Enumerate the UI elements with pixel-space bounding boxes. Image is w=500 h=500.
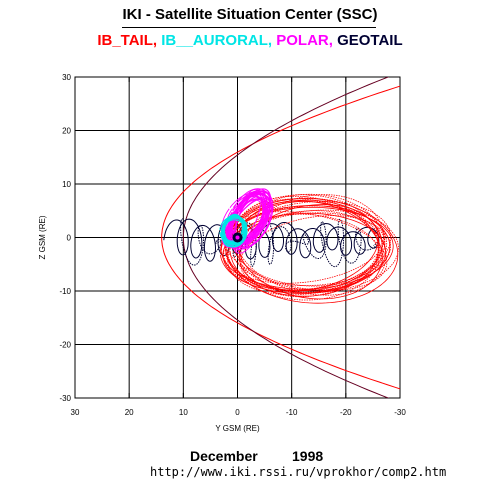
legend-geotail: GEOTAIL: [332, 32, 403, 49]
y-tick-label: 20: [62, 127, 71, 136]
x-tick-label: -30: [394, 408, 406, 417]
ib-tail-orbit: [234, 193, 386, 294]
ib-auroral-orbit: [222, 216, 246, 247]
legend: IB_TAIL, IB__AURORAL, POLAR, GEOTAIL: [0, 32, 500, 49]
y-tick-label: -30: [59, 394, 71, 403]
x-tick-label: 20: [125, 408, 134, 417]
bow-shock-line: [161, 85, 400, 390]
y-tick-label: 0: [67, 234, 72, 243]
legend-ib-auroral: IB__AURORAL,: [157, 32, 273, 49]
ib-tail-orbit: [237, 200, 383, 300]
x-tick-label: -10: [286, 408, 298, 417]
earth-center: [235, 235, 240, 240]
y-tick-label: 30: [62, 73, 71, 82]
magnetopause-line: [182, 77, 390, 398]
footer-year: 1998: [292, 448, 324, 464]
plot-area: [161, 77, 400, 398]
x-tick-label: 0: [235, 408, 240, 417]
polar-orbit: [228, 188, 272, 249]
footer-month: December: [190, 448, 258, 464]
y-tick-label: 10: [62, 180, 71, 189]
polar-orbit: [227, 197, 271, 248]
legend-ib-tail: IB_TAIL,: [97, 32, 158, 49]
y-tick-label: -10: [59, 287, 71, 296]
geotail-orbit: [163, 218, 380, 262]
x-tick-label: 30: [71, 408, 80, 417]
y-axis-label: Z GSM (RE): [38, 215, 47, 259]
ib-auroral-orbit: [224, 215, 247, 245]
ib-tail-orbit: [234, 213, 380, 287]
title-underline: [122, 27, 376, 28]
ib-tail-orbit: [240, 194, 385, 298]
chart-title: IKI - Satellite Situation Center (SSC): [122, 6, 378, 23]
x-axis-label: Y GSM (RE): [215, 424, 260, 433]
x-tick-label: 10: [179, 408, 188, 417]
footer-url: http://www.iki.rssi.ru/vprokhor/comp2.ht…: [150, 465, 447, 479]
y-tick-label: -20: [59, 341, 71, 350]
geotail-orbit-dotted: [180, 218, 380, 268]
ib-tail-orbit: [223, 211, 388, 291]
x-tick-label: -20: [340, 408, 352, 417]
legend-polar: POLAR,: [272, 32, 333, 49]
